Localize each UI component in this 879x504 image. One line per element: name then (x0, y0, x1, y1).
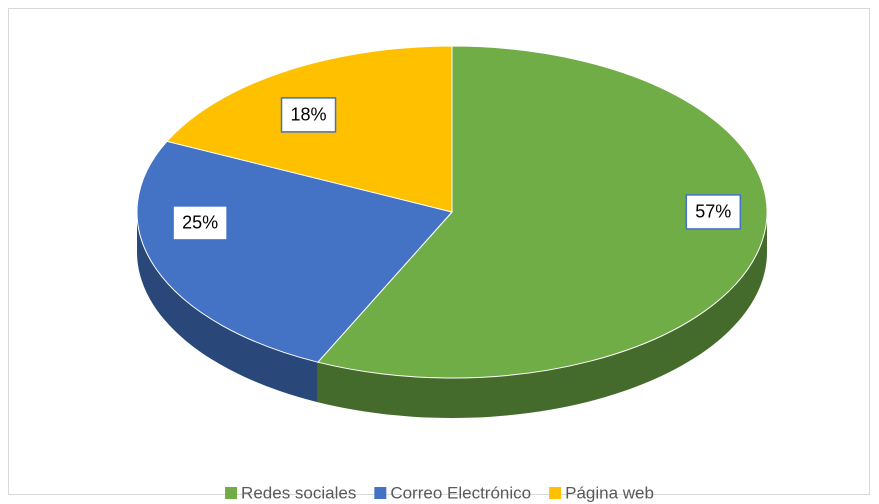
pie-tops (136, 45, 768, 379)
legend-swatch (374, 487, 387, 499)
pie-slice (316, 45, 768, 379)
data-label: 18% (291, 105, 327, 125)
data-label-box (280, 97, 337, 133)
legend-label: Redes sociales (241, 483, 356, 502)
data-label: 25% (182, 213, 218, 233)
legend-swatch (549, 487, 562, 499)
data-label-box (685, 194, 742, 230)
legend-label: Página web (565, 483, 654, 502)
pie-slice (136, 140, 453, 363)
pie-side (137, 212, 318, 403)
data-label: 57% (695, 202, 731, 222)
pie-sides (137, 212, 767, 418)
legend-label: Correo Electrónico (390, 483, 531, 502)
pie-side (317, 212, 767, 418)
legend-swatch (225, 487, 238, 499)
data-label-box (172, 205, 228, 241)
data-labels: 57% 25% 18% (172, 97, 742, 241)
legend: Redes sociales Correo Electrónico Página w… (225, 483, 654, 502)
